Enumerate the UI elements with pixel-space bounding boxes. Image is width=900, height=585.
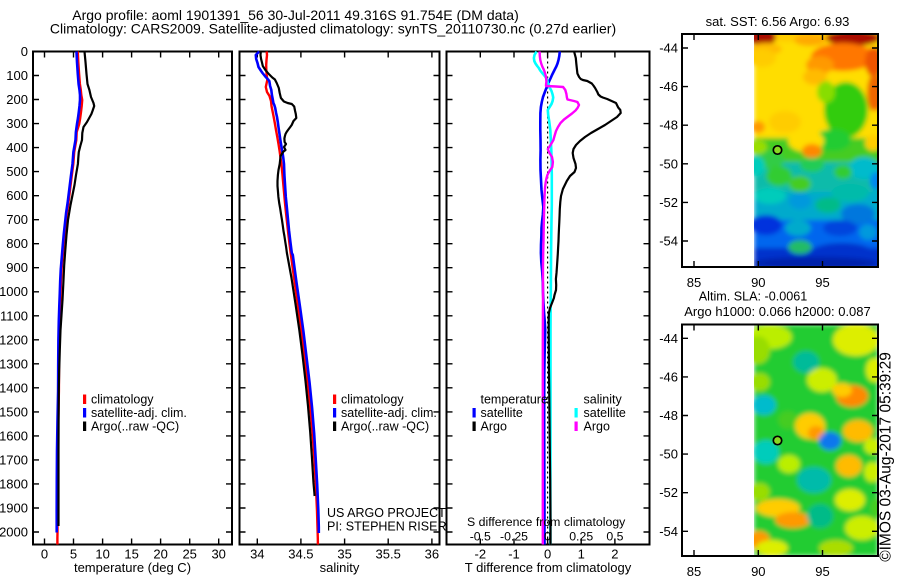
svg-text:200: 200 (6, 92, 28, 107)
svg-text:-52: -52 (659, 195, 678, 210)
svg-text:500: 500 (6, 164, 28, 179)
svg-text:-44: -44 (659, 331, 678, 346)
svg-text:600: 600 (6, 188, 28, 203)
svg-text:34.5: 34.5 (288, 547, 313, 562)
svg-text:Argo: Argo (584, 420, 610, 434)
svg-text:0.5: 0.5 (606, 530, 623, 544)
svg-text:85: 85 (687, 564, 701, 579)
svg-text:0.25: 0.25 (569, 530, 593, 544)
svg-text:1800: 1800 (0, 476, 28, 491)
svg-text:30: 30 (211, 547, 225, 562)
svg-text:400: 400 (6, 140, 28, 155)
svg-text:Argo h1000: 0.066 h2000: 0.087: Argo h1000: 0.066 h2000: 0.087 (684, 304, 871, 319)
svg-text:0: 0 (544, 547, 551, 562)
svg-text:100: 100 (6, 68, 28, 83)
svg-text:1: 1 (578, 547, 585, 562)
svg-text:1900: 1900 (0, 501, 28, 516)
svg-text:-50: -50 (659, 447, 678, 462)
svg-text:S difference from climatology: S difference from climatology (467, 515, 626, 529)
svg-text:2000: 2000 (0, 525, 28, 540)
svg-text:90: 90 (751, 275, 765, 290)
svg-text:1100: 1100 (0, 308, 28, 323)
svg-text:700: 700 (6, 212, 28, 227)
svg-text:1200: 1200 (0, 332, 28, 347)
svg-text:Altim. SLA: -0.0061: Altim. SLA: -0.0061 (699, 290, 808, 304)
svg-text:0: 0 (544, 530, 551, 544)
svg-text:satellite: satellite (481, 406, 523, 420)
svg-text:salinity: salinity (320, 560, 360, 575)
svg-text:35: 35 (337, 547, 351, 562)
svg-text:35.5: 35.5 (376, 547, 401, 562)
svg-text:90: 90 (751, 564, 765, 579)
svg-text:satellite: satellite (584, 406, 626, 420)
svg-text:-48: -48 (659, 408, 678, 423)
svg-text:900: 900 (6, 260, 28, 275)
svg-text:2: 2 (611, 547, 618, 562)
svg-text:-50: -50 (659, 156, 678, 171)
svg-text:-48: -48 (659, 118, 678, 133)
svg-text:34: 34 (250, 547, 264, 562)
svg-text:0: 0 (21, 44, 28, 59)
svg-text:1600: 1600 (0, 428, 28, 443)
svg-text:temperature (deg C): temperature (deg C) (74, 560, 191, 575)
svg-text:satellite-adj. clim.: satellite-adj. clim. (341, 406, 437, 420)
svg-text:satellite-adj. clim.: satellite-adj. clim. (91, 406, 187, 420)
svg-text:-0.5: -0.5 (470, 530, 491, 544)
svg-text:-46: -46 (659, 369, 678, 384)
svg-text:Argo(..raw -QC): Argo(..raw -QC) (341, 420, 429, 434)
svg-text:1700: 1700 (0, 452, 28, 467)
svg-text:-46: -46 (659, 79, 678, 94)
svg-text:US ARGO PROJECT: US ARGO PROJECT (327, 506, 446, 520)
svg-text:1300: 1300 (0, 356, 28, 371)
svg-text:800: 800 (6, 236, 28, 251)
svg-text:36: 36 (425, 547, 439, 562)
svg-text:sat. SST: 6.56 Argo: 6.93: sat. SST: 6.56 Argo: 6.93 (706, 14, 850, 29)
svg-text:PI: STEPHEN RISER: PI: STEPHEN RISER (327, 520, 446, 534)
svg-text:1000: 1000 (0, 284, 28, 299)
svg-text:salinity: salinity (584, 393, 623, 407)
svg-text:85: 85 (687, 275, 701, 290)
svg-text:95: 95 (815, 275, 829, 290)
svg-text:Argo profile: aoml 1901391_56: Argo profile: aoml 1901391_56 30-Jul-201… (72, 7, 518, 23)
svg-text:climatology: climatology (341, 393, 404, 407)
svg-text:15: 15 (124, 547, 138, 562)
svg-text:Climatology: CARS2009. Satelli: Climatology: CARS2009. Satellite-adjuste… (50, 21, 616, 37)
svg-text:-44: -44 (659, 41, 678, 56)
svg-text:5: 5 (70, 547, 77, 562)
svg-text:1500: 1500 (0, 404, 28, 419)
svg-text:25: 25 (182, 547, 196, 562)
svg-text:20: 20 (153, 547, 167, 562)
svg-text:temperature: temperature (481, 393, 548, 407)
svg-text:-2: -2 (475, 547, 487, 562)
svg-text:Argo(..raw -QC): Argo(..raw -QC) (91, 420, 179, 434)
svg-text:300: 300 (6, 116, 28, 131)
svg-text:10: 10 (95, 547, 109, 562)
svg-text:©IMOS 03-Aug-2017 05:39:29: ©IMOS 03-Aug-2017 05:39:29 (878, 352, 895, 562)
svg-text:climatology: climatology (91, 393, 154, 407)
svg-text:95: 95 (815, 564, 829, 579)
svg-text:-54: -54 (659, 234, 678, 249)
svg-text:-54: -54 (659, 524, 678, 539)
svg-text:Argo: Argo (481, 420, 507, 434)
svg-text:T difference from climatology: T difference from climatology (465, 560, 632, 575)
svg-text:1400: 1400 (0, 380, 28, 395)
svg-text:-1: -1 (508, 547, 520, 562)
svg-text:-52: -52 (659, 485, 678, 500)
svg-text:-0.25: -0.25 (500, 530, 528, 544)
svg-text:0: 0 (41, 547, 48, 562)
